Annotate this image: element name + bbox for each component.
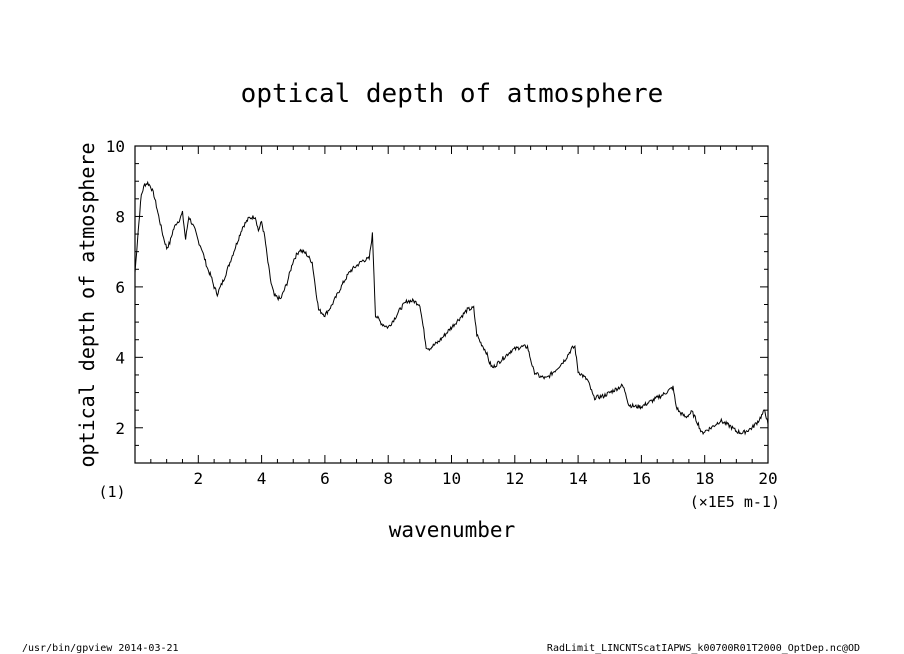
- chart-title: optical depth of atmosphere: [241, 79, 664, 109]
- x-tick-label: 18: [695, 469, 714, 488]
- x-tick-label: 6: [320, 469, 330, 488]
- y-tick-labels: 2 4 6 8 10: [106, 137, 125, 438]
- x-axis-label: wavenumber: [389, 518, 515, 542]
- x-tick-label: 2: [193, 469, 203, 488]
- y-axis-label: optical depth of atmosphere: [75, 142, 99, 467]
- footer-right: RadLimit_LINCNTScatIAPWS_k00700R01T2000_…: [547, 643, 860, 654]
- x-tick-label: 14: [568, 469, 587, 488]
- y-tick-label: 8: [115, 207, 125, 226]
- x-tick-label: 4: [257, 469, 267, 488]
- axis-ticks: [134, 145, 769, 464]
- x-tick-label: 20: [758, 469, 777, 488]
- footer-left: /usr/bin/gpview 2014-03-21: [22, 643, 179, 654]
- y-tick-label: 2: [115, 419, 125, 438]
- y-unit-note: (1): [98, 483, 125, 501]
- y-tick-label: 10: [106, 137, 125, 156]
- series-line: [134, 180, 769, 436]
- x-unit-label: (×1E5 m-1): [690, 493, 780, 511]
- x-tick-labels: 2 4 6 8 10 12 14 16 18 20: [193, 469, 777, 488]
- x-tick-label: 8: [383, 469, 393, 488]
- y-tick-label: 6: [115, 278, 125, 297]
- x-tick-label: 10: [442, 469, 461, 488]
- x-tick-label: 12: [505, 469, 524, 488]
- x-tick-label: 16: [632, 469, 651, 488]
- y-tick-label: 4: [115, 348, 125, 367]
- plot-frame: [134, 145, 769, 464]
